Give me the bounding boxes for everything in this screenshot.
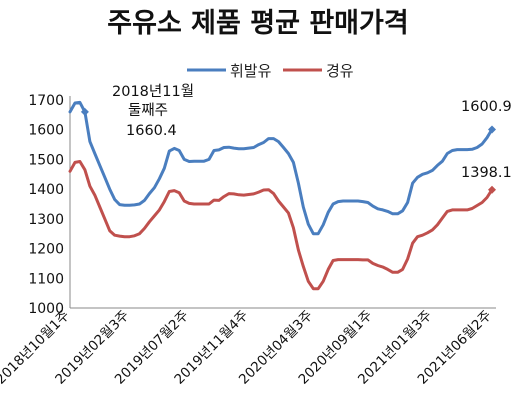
legend-label-diesel: 경유: [326, 62, 354, 80]
y-tick-label: 1400: [28, 182, 64, 198]
y-tick-label: 1500: [28, 152, 64, 168]
last-diesel-label: 1398.1: [461, 165, 512, 181]
last-point-gasoline: [488, 125, 496, 134]
y-tick-label: 1700: [28, 93, 64, 109]
annotations: 2018년11월 둘째주 1660.4 1600.9 1398.1: [112, 83, 512, 181]
peak-annotation-line2: 둘째주: [128, 102, 168, 119]
series-lines: [68, 100, 496, 291]
axes: [69, 96, 496, 309]
y-tick-label: 1600: [28, 123, 64, 139]
peak-annotation-value: 1660.4: [126, 123, 177, 139]
x-axis-ticks: 2018년10월1주2019년02월3주2019년07월2주2019년11월4주…: [0, 308, 495, 388]
chart-title: 주유소 제품 평균 판매가격: [107, 8, 408, 39]
y-tick-label: 1100: [28, 271, 64, 287]
last-gasoline-label: 1600.9: [461, 99, 512, 115]
legend: 휘발유 경유: [187, 62, 354, 80]
y-axis-ticks: 1000 1100 1200 1300 1400 1500 1600 1700: [28, 93, 64, 317]
y-tick-label: 1000: [28, 301, 64, 317]
y-tick-label: 1200: [28, 242, 64, 258]
series-line-diesel: [68, 160, 494, 291]
y-tick-label: 1300: [28, 212, 64, 228]
series-line-gasoline: [68, 100, 494, 236]
last-point-diesel: [488, 185, 496, 194]
peak-annotation-line1: 2018년11월: [112, 83, 194, 100]
legend-label-gasoline: 휘발유: [230, 62, 272, 80]
peak-point-gasoline: [80, 107, 89, 116]
